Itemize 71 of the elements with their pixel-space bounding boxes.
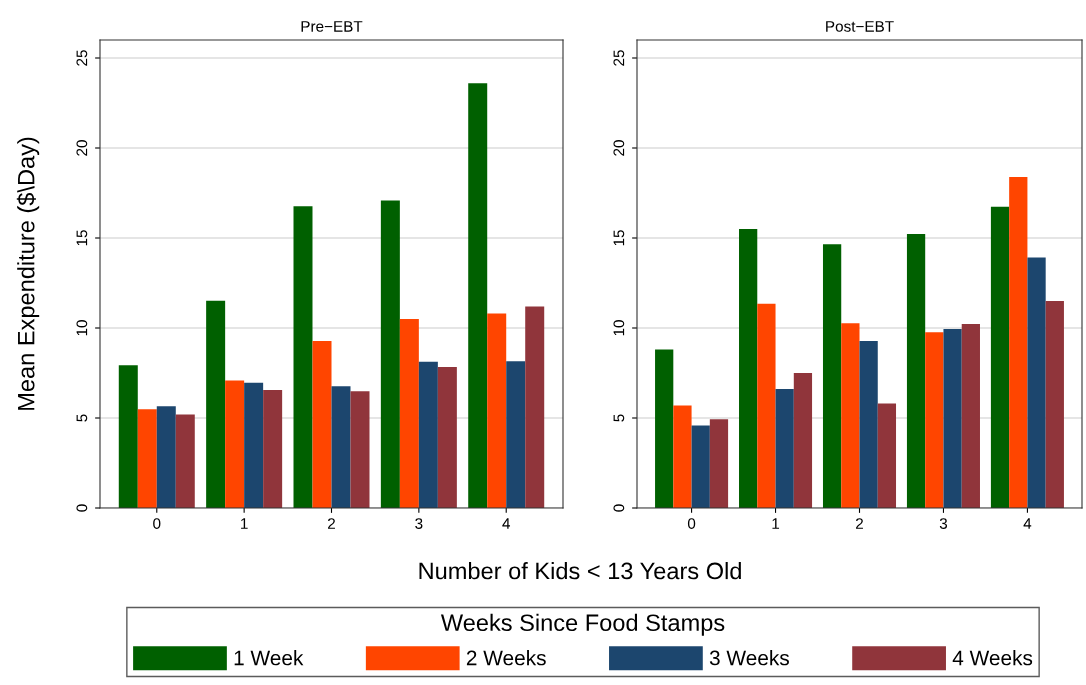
bar bbox=[655, 349, 674, 508]
bar bbox=[906, 234, 926, 508]
x-tick-label: 1 bbox=[772, 518, 780, 529]
bar bbox=[990, 206, 1010, 508]
bar bbox=[673, 405, 692, 508]
legend-label: 3 Weeks bbox=[709, 650, 789, 666]
x-tick-label: 4 bbox=[502, 518, 511, 529]
y-tick-label: 10 bbox=[76, 320, 88, 336]
chart-title: Pre−EBT bbox=[301, 21, 363, 32]
bar bbox=[487, 313, 507, 508]
bar bbox=[775, 389, 794, 508]
bar bbox=[156, 406, 176, 508]
x-tick-label: 3 bbox=[939, 518, 948, 529]
bar bbox=[709, 419, 729, 508]
bar bbox=[206, 300, 226, 508]
bar bbox=[841, 323, 860, 508]
x-axis-title: Number of Kids < 13 Years Old bbox=[419, 561, 741, 580]
chart-title: Post−EBT bbox=[826, 21, 894, 32]
legend-label: 2 Weeks bbox=[466, 650, 546, 666]
bar bbox=[137, 409, 157, 508]
bar bbox=[175, 414, 195, 508]
bar bbox=[418, 361, 438, 508]
bar bbox=[1027, 257, 1046, 508]
y-tick-label: 20 bbox=[76, 140, 88, 156]
x-tick-label: 4 bbox=[1023, 518, 1032, 529]
bar bbox=[943, 329, 962, 508]
y-axis-title: Mean Expenditure ($\Day) bbox=[16, 137, 40, 410]
legend-label: 1 Week bbox=[234, 650, 304, 666]
bar bbox=[877, 403, 897, 508]
x-tick-label: 1 bbox=[241, 518, 248, 529]
bar bbox=[1009, 176, 1028, 508]
y-tick-label: 25 bbox=[76, 50, 88, 66]
legend-label: 4 Weeks bbox=[952, 650, 1033, 666]
bar bbox=[691, 425, 710, 508]
bar bbox=[525, 306, 545, 508]
bar bbox=[380, 200, 400, 508]
y-tick-label: 0 bbox=[76, 504, 88, 512]
y-tick-label: 25 bbox=[613, 50, 625, 66]
bar bbox=[506, 361, 526, 508]
bar bbox=[118, 365, 138, 508]
bar bbox=[739, 229, 758, 508]
bar bbox=[793, 373, 813, 508]
bar bbox=[437, 367, 457, 508]
x-tick-label: 0 bbox=[153, 518, 161, 529]
bar bbox=[244, 382, 264, 508]
bar bbox=[350, 391, 370, 508]
bar bbox=[263, 389, 283, 508]
bar bbox=[331, 386, 351, 508]
y-tick-label: 15 bbox=[613, 230, 625, 246]
x-tick-label: 2 bbox=[856, 518, 863, 529]
bar bbox=[925, 332, 944, 508]
bar bbox=[225, 380, 245, 508]
bar bbox=[1045, 301, 1064, 508]
bar bbox=[961, 324, 980, 508]
y-tick-label: 5 bbox=[613, 414, 625, 422]
x-tick-label: 2 bbox=[328, 518, 335, 529]
bar bbox=[312, 340, 332, 508]
bar bbox=[757, 303, 776, 508]
y-tick-label: 10 bbox=[613, 320, 625, 336]
x-tick-label: 3 bbox=[415, 518, 423, 529]
bar bbox=[468, 83, 488, 508]
y-tick-label: 5 bbox=[76, 414, 88, 422]
bar bbox=[399, 319, 419, 508]
x-tick-label: 0 bbox=[687, 518, 696, 529]
legend-title: Weeks Since Food Stamps bbox=[440, 613, 725, 636]
y-tick-label: 0 bbox=[613, 504, 625, 512]
bar bbox=[859, 340, 878, 508]
y-tick-label: 20 bbox=[613, 140, 625, 156]
bar bbox=[293, 206, 313, 508]
y-tick-label: 15 bbox=[76, 230, 88, 246]
bar bbox=[822, 244, 842, 508]
